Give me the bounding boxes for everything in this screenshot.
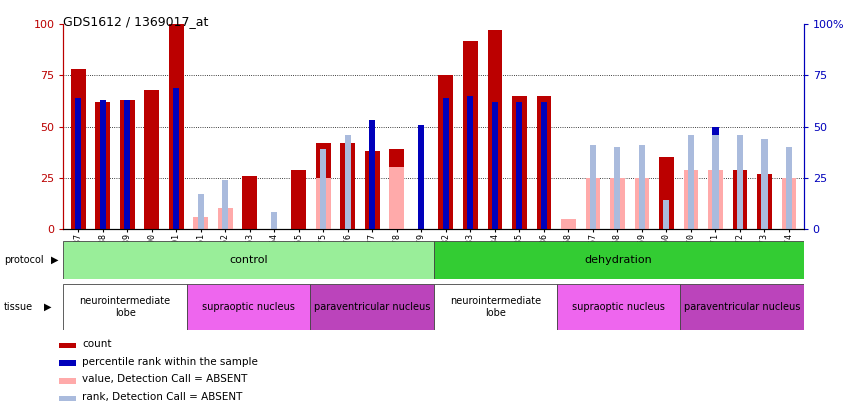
Bar [96, 102, 110, 229]
Bar [708, 170, 722, 229]
Bar [737, 135, 743, 229]
Bar [120, 100, 135, 229]
Bar [222, 180, 228, 229]
Bar [761, 139, 767, 229]
Bar [757, 174, 772, 229]
Bar [634, 178, 649, 229]
Text: rank, Detection Call = ABSENT: rank, Detection Call = ABSENT [82, 392, 243, 402]
Bar [369, 120, 376, 229]
Bar [684, 170, 698, 229]
Text: count: count [82, 339, 112, 349]
Bar [541, 102, 547, 229]
Bar [614, 147, 620, 229]
Text: supraoptic nucleus: supraoptic nucleus [202, 302, 295, 312]
Bar [610, 178, 624, 229]
Bar [344, 135, 351, 229]
Bar [59, 343, 76, 348]
Bar [63, 241, 433, 279]
Bar [680, 284, 804, 330]
Bar [173, 88, 179, 229]
Bar [365, 151, 380, 229]
Text: protocol: protocol [4, 255, 44, 265]
Bar [310, 284, 433, 330]
Bar [492, 102, 498, 229]
Text: GDS1612 / 1369017_at: GDS1612 / 1369017_at [63, 15, 209, 28]
Bar [561, 219, 576, 229]
Text: control: control [229, 255, 268, 265]
Bar [320, 149, 327, 229]
Bar [63, 284, 187, 330]
Bar [340, 143, 355, 229]
Bar [145, 90, 159, 229]
Bar [272, 213, 277, 229]
Bar [590, 145, 596, 229]
Bar [71, 69, 85, 229]
Bar [442, 98, 449, 229]
Bar [659, 157, 673, 229]
Bar [243, 176, 257, 229]
Bar [389, 149, 404, 229]
Bar [75, 98, 81, 229]
Bar [712, 126, 718, 229]
Text: ▶: ▶ [51, 255, 58, 265]
Text: percentile rank within the sample: percentile rank within the sample [82, 357, 258, 367]
Bar [487, 30, 503, 229]
Text: paraventricular nucleus: paraventricular nucleus [684, 302, 800, 312]
Bar [316, 143, 331, 229]
Bar [712, 135, 718, 229]
Bar [782, 178, 796, 229]
Text: ▶: ▶ [44, 302, 52, 312]
Text: dehydration: dehydration [585, 255, 652, 265]
Bar [467, 96, 474, 229]
Bar [59, 396, 76, 401]
Bar [418, 124, 425, 229]
Bar [218, 208, 233, 229]
Bar [389, 168, 404, 229]
Bar [194, 217, 208, 229]
Bar [536, 96, 552, 229]
Bar [733, 170, 747, 229]
Bar [761, 139, 767, 229]
Bar [433, 241, 804, 279]
Text: tissue: tissue [4, 302, 33, 312]
Bar [316, 178, 331, 229]
Bar [639, 145, 645, 229]
Bar [187, 284, 310, 330]
Bar [737, 137, 743, 229]
Bar [786, 147, 792, 229]
Bar [169, 24, 184, 229]
Bar [663, 200, 669, 229]
Bar [557, 284, 680, 330]
Bar [610, 178, 624, 229]
Bar [291, 170, 306, 229]
Bar [585, 178, 601, 229]
Bar [433, 284, 557, 330]
Bar [59, 360, 76, 366]
Bar [688, 135, 694, 229]
Text: neurointermediate
lobe: neurointermediate lobe [450, 296, 541, 318]
Text: paraventricular nucleus: paraventricular nucleus [314, 302, 430, 312]
Bar [124, 100, 130, 229]
Text: supraoptic nucleus: supraoptic nucleus [572, 302, 665, 312]
Text: value, Detection Call = ABSENT: value, Detection Call = ABSENT [82, 375, 248, 384]
Bar [463, 40, 478, 229]
Text: neurointermediate
lobe: neurointermediate lobe [80, 296, 171, 318]
Bar [198, 194, 204, 229]
Bar [438, 75, 453, 229]
Bar [100, 100, 106, 229]
Bar [59, 378, 76, 384]
Bar [512, 96, 527, 229]
Bar [516, 102, 523, 229]
